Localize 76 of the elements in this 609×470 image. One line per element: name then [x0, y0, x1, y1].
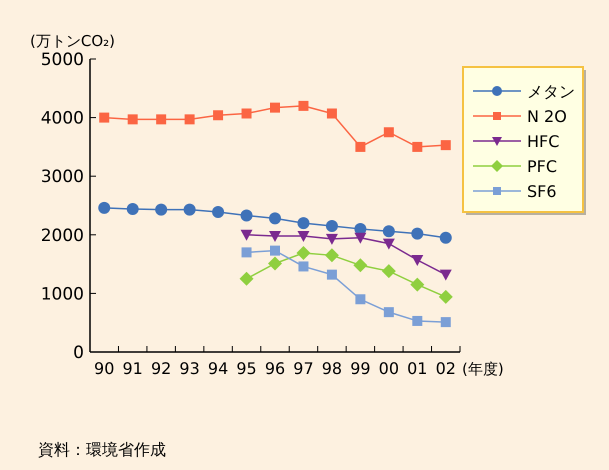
text: 資料：環境省作成 [38, 440, 166, 459]
point [98, 202, 110, 214]
point [324, 248, 339, 262]
y-tick-label: 0 [73, 343, 84, 363]
x-axis-title: (年度) [462, 360, 504, 378]
point [326, 220, 338, 232]
point [240, 272, 254, 286]
point [438, 290, 453, 304]
point [355, 142, 366, 152]
point [184, 114, 195, 124]
point [297, 217, 310, 230]
point [382, 238, 395, 250]
point [326, 108, 337, 118]
legend-label: メタン [527, 82, 575, 101]
point [128, 114, 138, 124]
y-tick-label: 2000 [40, 226, 84, 246]
point [269, 230, 281, 242]
point [296, 246, 310, 260]
y-tick-label: 3000 [40, 167, 84, 188]
point [384, 307, 394, 318]
point [440, 140, 451, 150]
point [353, 258, 368, 272]
point [411, 255, 424, 266]
point [440, 317, 451, 328]
point [297, 230, 310, 242]
point [384, 127, 394, 138]
point [270, 246, 280, 256]
point [326, 270, 337, 280]
x-tick-label: 93 [179, 359, 200, 378]
y-axis-title: (万トンCO₂) [30, 32, 115, 50]
point [156, 114, 166, 124]
point [99, 112, 110, 123]
point [213, 110, 224, 120]
point [184, 204, 196, 216]
x-tick-label: 01 [407, 359, 428, 378]
point [354, 232, 366, 244]
x-tick-label: 95 [236, 359, 257, 378]
x-tick-label: 98 [322, 359, 342, 378]
point [298, 100, 308, 111]
point [382, 225, 395, 238]
point [440, 270, 452, 281]
point [155, 204, 168, 216]
point [240, 209, 253, 222]
point [440, 232, 452, 244]
point [382, 264, 396, 278]
point [412, 142, 422, 152]
x-tick-label: 02 [436, 359, 456, 378]
legend-label: PFC [527, 157, 558, 176]
point [242, 108, 252, 118]
y-tick-label: 5000 [40, 50, 84, 70]
point [298, 261, 308, 272]
x-tick-label: 00 [378, 359, 400, 378]
x-tick-label: 90 [94, 359, 114, 378]
point [412, 316, 422, 326]
x-tick-label: 94 [208, 359, 228, 378]
point [212, 206, 224, 218]
x-tick-label: 99 [350, 359, 371, 378]
legend-label: HFC [527, 132, 560, 151]
point [268, 256, 282, 271]
point [269, 212, 281, 224]
x-tick-label: 91 [122, 359, 143, 378]
legend-label: SF6 [527, 182, 557, 201]
x-tick-label: 97 [293, 359, 314, 378]
point [326, 234, 338, 245]
point [270, 102, 280, 113]
x-tick-label: 96 [264, 359, 286, 378]
point [355, 294, 366, 304]
point [126, 203, 139, 216]
legend-label: N 2O [527, 107, 567, 126]
point [240, 230, 253, 241]
point [242, 247, 252, 258]
y-tick-label: 4000 [40, 108, 84, 129]
y-tick-label: 1000 [40, 284, 84, 304]
point [410, 278, 424, 292]
x-tick-label: 92 [150, 359, 172, 378]
point [411, 228, 424, 240]
